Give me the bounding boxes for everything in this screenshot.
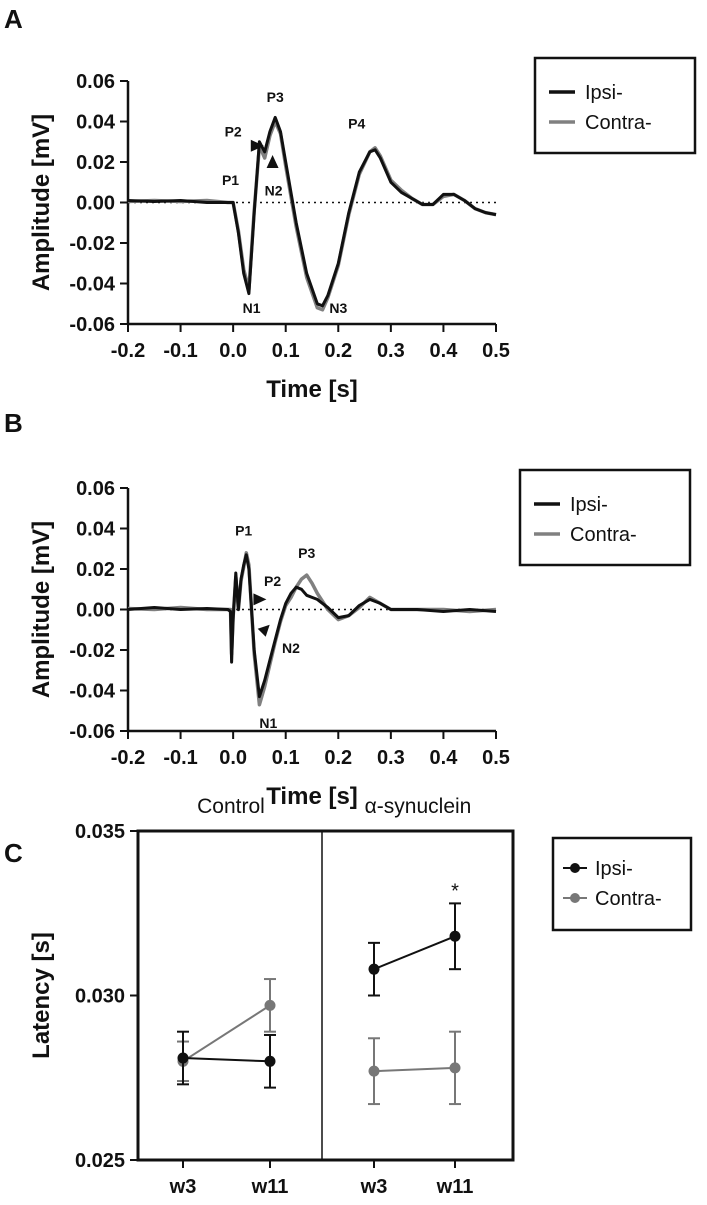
panel-a-x-tick-label: 0.4 xyxy=(430,340,459,362)
panel-c-y-axis-title: Latency [s] xyxy=(28,932,55,1059)
panel-c-x-tick-label-w3: w3 xyxy=(360,1176,388,1198)
panel-a-x-tick-label: -0.2 xyxy=(111,340,145,362)
panel-b-legend-box xyxy=(518,468,692,567)
panel-c-ipsi-control-point xyxy=(264,1055,276,1067)
panel-c-legend-label-contra: Contra- xyxy=(595,888,662,910)
panel-c-ipsi-synuclein-line xyxy=(373,935,456,971)
panel-c-significance-marker: * xyxy=(451,880,459,902)
panel-b-contra-trace xyxy=(127,551,497,707)
panel-b-legend-label-contra: Contra- xyxy=(570,524,637,546)
panel-c-contra-synuclein-line xyxy=(373,1066,456,1073)
panel-a-y-tick-label: 0.00 xyxy=(76,193,115,215)
panel-b-arrowhead-marker xyxy=(257,624,270,637)
panel-c-x-tick-label-w11: w11 xyxy=(436,1176,474,1198)
panel-c-legend-marker-ipsi xyxy=(570,863,580,873)
panel-a-x-tick-label: 0.0 xyxy=(219,340,247,362)
panel-a-x-tick-label: 0.1 xyxy=(272,340,300,362)
panel-a-y-tick-label: 0.06 xyxy=(76,71,115,93)
panel-b-y-tick-label: 0.04 xyxy=(76,519,116,541)
panel-a-peak-label-p2: P2 xyxy=(225,124,242,140)
panel-a-x-axis-title: Time [s] xyxy=(266,376,358,403)
panel-a-legend-box xyxy=(533,56,697,155)
panel-b-x-tick-label: -0.2 xyxy=(111,747,145,769)
panel-a-x-tick-label: 0.3 xyxy=(377,340,405,362)
panel-c-letter: C xyxy=(4,838,23,868)
panel-c-ipsi-control-point xyxy=(177,1052,189,1064)
panel-a-peak-label-p4: P4 xyxy=(348,116,365,132)
panel-c-contra-synuclein-point xyxy=(449,1062,461,1074)
panel-c-group-label-synuclein: α-synuclein xyxy=(365,795,472,818)
panel-c-ipsi-synuclein-point xyxy=(368,963,380,975)
panel-a-arrowhead-marker xyxy=(250,139,264,152)
panel-b-y-tick-label: -0.04 xyxy=(69,681,115,703)
panel-a-y-tick-label: 0.02 xyxy=(76,152,115,174)
panel-c-y-tick-label: 0.025 xyxy=(75,1150,125,1172)
panel-a-contra-trace xyxy=(127,119,497,312)
panel-c-contra-synuclein-point xyxy=(368,1065,380,1077)
panel-a-peak-label-n2: N2 xyxy=(265,182,283,198)
panel-c-legend-label-ipsi: Ipsi- xyxy=(595,858,633,880)
panel-b-x-tick-label: 0.2 xyxy=(324,747,352,769)
panel-b-x-axis-title: Time [s] xyxy=(266,783,358,810)
panel-c-ipsi-synuclein-point xyxy=(449,930,461,942)
panel-a-y-axis-title: Amplitude [mV] xyxy=(28,114,55,291)
panel-b-y-tick-label: 0.02 xyxy=(76,559,115,581)
panel-b-letter: B xyxy=(4,408,23,438)
panel-a-x-tick-label: 0.2 xyxy=(324,340,352,362)
panel-a-arrowhead-marker xyxy=(266,155,279,168)
panel-a-y-tick-label: 0.04 xyxy=(76,112,116,134)
panel-a-legend-label-contra: Contra- xyxy=(585,112,652,134)
panel-c-x-tick-label-w3: w3 xyxy=(169,1176,197,1198)
panel-a-legend-label-ipsi: Ipsi- xyxy=(585,82,623,104)
panel-b-y-tick-label: -0.02 xyxy=(69,640,115,662)
panel-a-ipsi-trace xyxy=(127,115,497,308)
panel-c-y-tick-label: 0.035 xyxy=(75,821,125,843)
panel-b-x-tick-label: 0.5 xyxy=(482,747,510,769)
panel-b-arrowhead-marker xyxy=(253,593,267,606)
panel-c-ipsi-control-line xyxy=(182,1057,271,1063)
panel-a-peak-label-n1: N1 xyxy=(243,300,261,316)
panel-b-peak-label-p2: P2 xyxy=(264,573,281,589)
panel-b-y-tick-label: 0.06 xyxy=(76,478,115,500)
panel-b-x-tick-label: 0.1 xyxy=(272,747,300,769)
panel-a-peak-label-p1: P1 xyxy=(222,172,239,188)
panel-b-peak-label-p3: P3 xyxy=(298,545,315,561)
panel-b-y-tick-label: -0.06 xyxy=(69,721,115,743)
panel-c-group-label-control: Control xyxy=(197,795,265,818)
panel-b-legend-label-ipsi: Ipsi- xyxy=(570,494,608,516)
panel-c-y-tick-label: 0.030 xyxy=(75,986,125,1008)
panel-b-x-tick-label: 0.3 xyxy=(377,747,405,769)
panel-b-y-tick-label: 0.00 xyxy=(76,600,115,622)
panel-a-x-tick-label: -0.1 xyxy=(163,340,197,362)
panel-a-y-tick-label: -0.02 xyxy=(69,233,115,255)
panel-c-legend-marker-contra xyxy=(570,893,580,903)
panel-a-letter: A xyxy=(4,4,23,34)
panel-b-ipsi-trace xyxy=(127,553,497,699)
panel-b-peak-label-p1: P1 xyxy=(235,523,252,539)
panel-b-x-tick-label: 0.4 xyxy=(430,747,459,769)
panel-b-x-tick-label: 0.0 xyxy=(219,747,247,769)
panel-a-x-tick-label: 0.5 xyxy=(482,340,510,362)
panel-b-x-tick-label: -0.1 xyxy=(163,747,197,769)
panel-c-x-tick-label-w11: w11 xyxy=(251,1176,289,1198)
panel-b-peak-label-n1: N1 xyxy=(259,715,277,731)
panel-b-peak-label-n2: N2 xyxy=(282,640,300,656)
panel-c-contra-control-line xyxy=(182,1004,271,1063)
panel-a-y-tick-label: -0.06 xyxy=(69,314,115,336)
panel-c-legend-box xyxy=(551,836,693,932)
panel-c-contra-control-point xyxy=(264,999,276,1011)
panel-a-y-tick-label: -0.04 xyxy=(69,274,115,296)
panel-a-peak-label-p3: P3 xyxy=(267,89,284,105)
panel-a-peak-label-n3: N3 xyxy=(329,300,347,316)
panel-b-y-axis-title: Amplitude [mV] xyxy=(28,521,55,698)
